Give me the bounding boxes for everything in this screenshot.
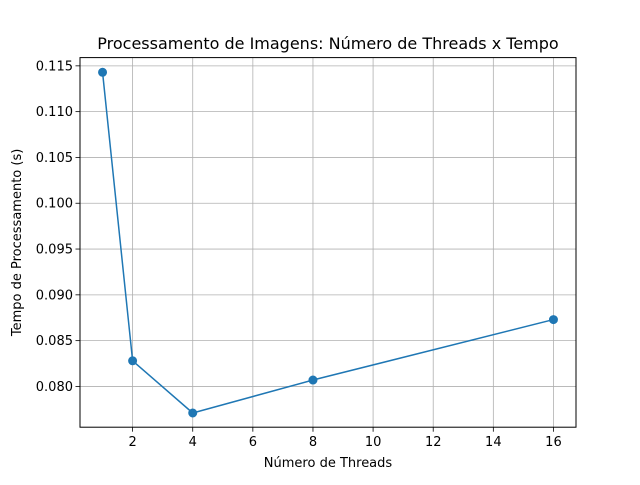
data-point-marker [548, 315, 558, 325]
x-tick-label: 14 [485, 435, 502, 450]
x-tick-label: 6 [249, 435, 257, 450]
data-point-marker [188, 408, 198, 418]
data-point-marker [128, 356, 138, 366]
x-tick-label: 10 [365, 435, 382, 450]
x-tick-label: 4 [189, 435, 197, 450]
x-tick-label: 2 [128, 435, 136, 450]
y-tick-label: 0.095 [36, 243, 73, 258]
grid [80, 57, 576, 428]
y-tick-label: 0.090 [36, 288, 73, 303]
data-point-marker [98, 67, 108, 77]
x-axis-label: Número de Threads [264, 456, 393, 471]
y-tick-label: 0.110 [36, 105, 73, 120]
x-tick-label: 16 [545, 435, 562, 450]
x-tick-label: 12 [425, 435, 442, 450]
axis-ticks: 2 4 6 8 10 12 14 16 0.080 0.085 0.090 0.095 0.100 0.1… [36, 59, 562, 450]
data-point-marker [308, 375, 318, 385]
y-tick-label: 0.080 [36, 380, 73, 395]
plot-area-frame [79, 57, 577, 428]
y-tick-label: 0.105 [36, 151, 73, 166]
y-tick-label: 0.100 [36, 197, 73, 212]
y-tick-label: 0.115 [36, 59, 73, 74]
series-layer [98, 67, 558, 418]
y-tick-label: 0.085 [36, 334, 73, 349]
x-tick-label: 8 [309, 435, 317, 450]
chart-title: Processamento de Imagens: Número de Thre… [97, 34, 558, 53]
y-axis-label: Tempo de Processamento (s) [10, 149, 25, 337]
